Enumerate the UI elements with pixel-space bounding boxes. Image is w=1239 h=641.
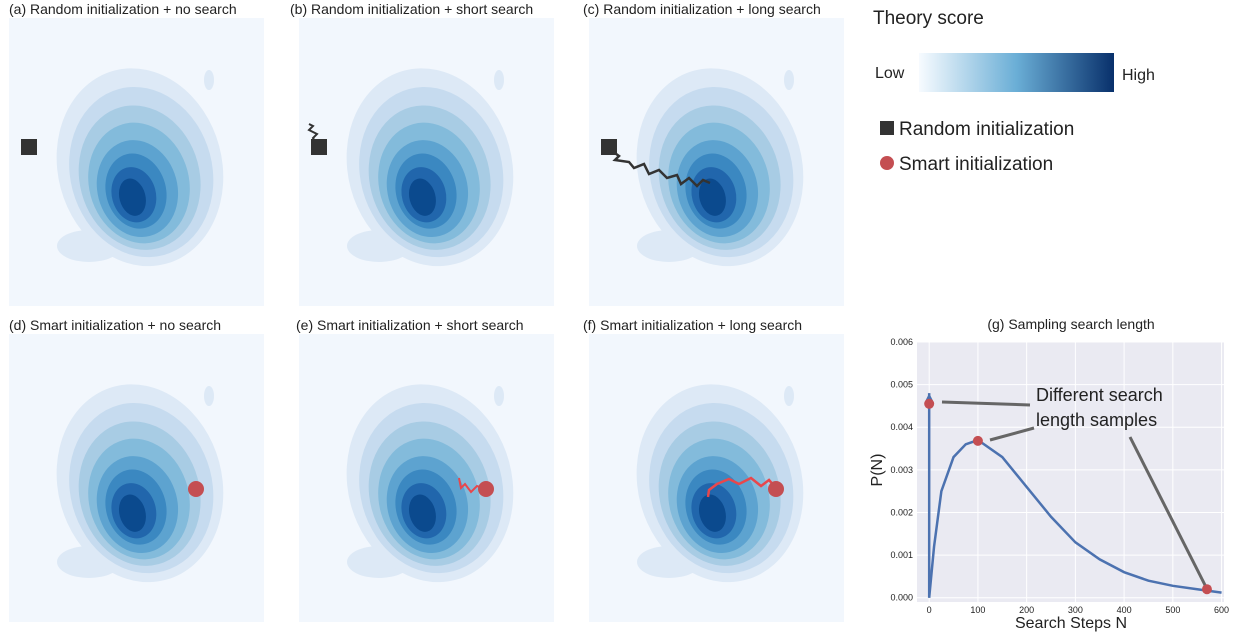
annotation: Different search — [1036, 385, 1163, 405]
legend-item: Random initialization — [899, 119, 1074, 140]
y-tick-label: 0.004 — [890, 422, 913, 432]
legend: Theory score Low High Random initializat… — [873, 8, 1155, 175]
y-axis-label: P(N) — [869, 454, 886, 487]
colorbar — [919, 53, 1114, 92]
legend-marker — [880, 156, 894, 170]
panel — [9, 334, 264, 622]
y-tick-label: 0.000 — [890, 593, 913, 603]
panel — [589, 334, 844, 622]
y-tick-label: 0.001 — [890, 550, 913, 560]
x-tick-label: 400 — [1117, 605, 1132, 615]
panel — [299, 18, 554, 306]
annotation-pointer — [941, 400, 1031, 407]
panel — [9, 18, 264, 306]
legend-low: Low — [875, 65, 905, 82]
annotation: length samples — [1036, 410, 1157, 430]
panel-title: (f) Smart initialization + long search — [583, 317, 802, 333]
sample-point — [972, 435, 983, 446]
curve — [927, 438, 1222, 598]
arrow-head — [925, 393, 934, 402]
legend-marker — [880, 121, 894, 135]
panel-title: (c) Random initialization + long search — [583, 1, 821, 17]
legend-high: High — [1122, 67, 1155, 84]
line-chart: 0 100 200 300 400 500 600 0.000 0.001 0.002 0.003 0… — [869, 316, 1229, 632]
x-tick-label: 0 — [927, 605, 932, 615]
annotation-pointer — [989, 426, 1035, 442]
sample-point — [924, 398, 935, 409]
panel — [299, 334, 554, 622]
legend-title: Theory score — [873, 8, 984, 29]
panel-title: (d) Smart initialization + no search — [9, 317, 221, 333]
plot-area — [917, 342, 1224, 602]
x-axis-label: Search Steps N — [1015, 615, 1127, 632]
chart-title: (g) Sampling search length — [987, 316, 1154, 332]
panels: (a) Random initialization + no search (b… — [9, 1, 844, 622]
panel-title: (b) Random initialization + short search — [290, 1, 533, 17]
y-tick-label: 0.003 — [890, 465, 913, 475]
legend-item: Smart initialization — [899, 154, 1053, 175]
annotation-pointer — [1128, 436, 1207, 586]
x-tick-label: 500 — [1165, 605, 1180, 615]
x-tick-label: 600 — [1214, 605, 1229, 615]
y-tick-label: 0.006 — [890, 337, 913, 347]
x-tick-label: 100 — [970, 605, 985, 615]
x-tick-label: 200 — [1019, 605, 1034, 615]
y-tick-label: 0.002 — [890, 507, 913, 517]
sample-point — [1201, 584, 1212, 595]
panel — [589, 18, 844, 306]
panel-title: (e) Smart initialization + short search — [296, 317, 524, 333]
x-tick-label: 300 — [1068, 605, 1083, 615]
y-tick-label: 0.005 — [890, 380, 913, 390]
panel-title: (a) Random initialization + no search — [9, 1, 237, 17]
